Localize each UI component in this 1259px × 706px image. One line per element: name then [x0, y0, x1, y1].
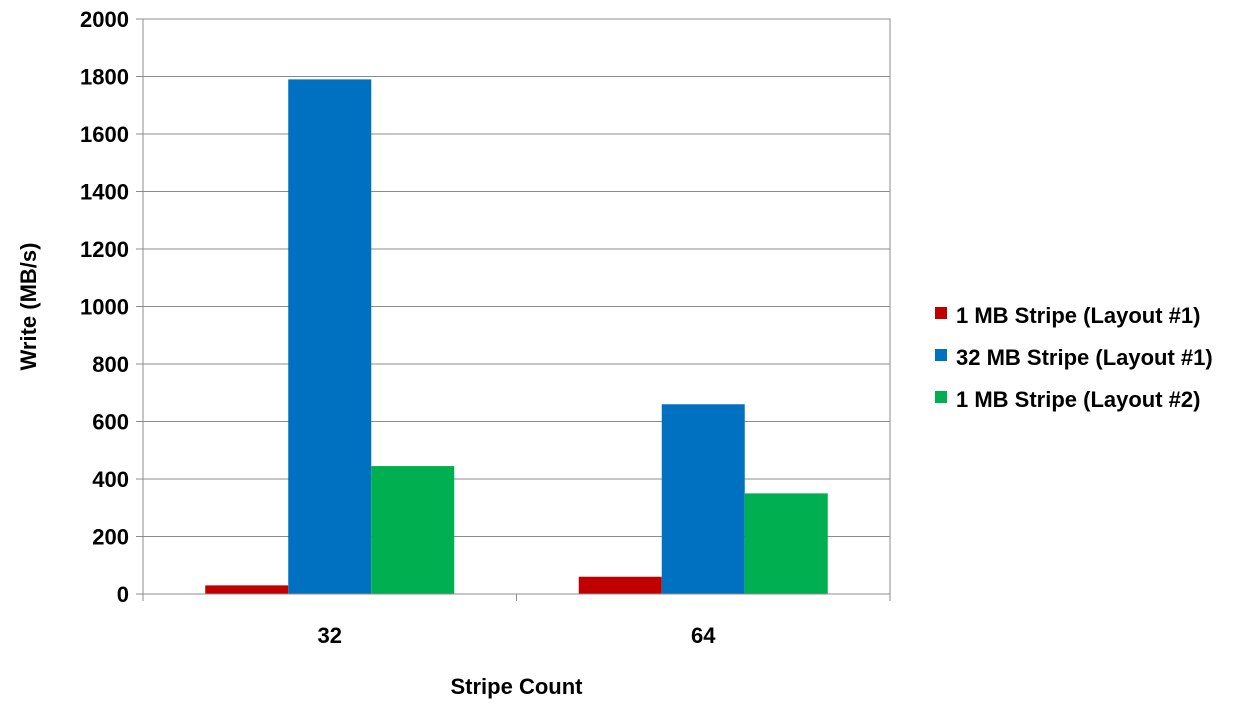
legend-label: 1 MB Stripe (Layout #1): [956, 303, 1200, 328]
x-tick-labels: 32 64: [318, 623, 717, 648]
y-tick-labels: 0 200 400 600 800 1000 1200 1400 1600 1800 2000: [80, 7, 129, 607]
legend-swatch: [935, 349, 947, 361]
y-tick-label: 0: [117, 582, 129, 607]
y-tick-label: 2000: [80, 7, 129, 32]
y-tick-label: 1200: [80, 237, 129, 262]
legend-swatch: [935, 391, 947, 403]
y-tick-label: 1600: [80, 122, 129, 147]
gridlines: [143, 18, 890, 537]
bar: [288, 79, 372, 594]
y-tick-label: 800: [92, 352, 129, 377]
y-tick-label: 200: [92, 525, 129, 550]
bar: [371, 466, 455, 594]
bar: [578, 576, 662, 594]
y-tick-label: 400: [92, 467, 129, 492]
axes: [136, 18, 891, 601]
bar: [205, 585, 289, 594]
y-tick-label: 1000: [80, 295, 129, 320]
bars: [205, 79, 828, 594]
x-tick-label: 64: [691, 623, 716, 648]
x-axis-title: Stripe Count: [451, 674, 584, 699]
y-tick-label: 600: [92, 410, 129, 435]
bar: [744, 493, 828, 594]
x-tick-label: 32: [318, 623, 342, 648]
legend: 1 MB Stripe (Layout #1) 32 MB Stripe (Lay…: [935, 303, 1213, 412]
y-tick-label: 1400: [80, 180, 129, 205]
legend-label: 32 MB Stripe (Layout #1): [956, 345, 1213, 370]
bar: [661, 404, 745, 594]
y-axis-title: Write (MB/s): [16, 243, 41, 371]
legend-label: 1 MB Stripe (Layout #2): [956, 387, 1200, 412]
legend-swatch: [935, 307, 947, 319]
y-tick-label: 1800: [80, 65, 129, 90]
